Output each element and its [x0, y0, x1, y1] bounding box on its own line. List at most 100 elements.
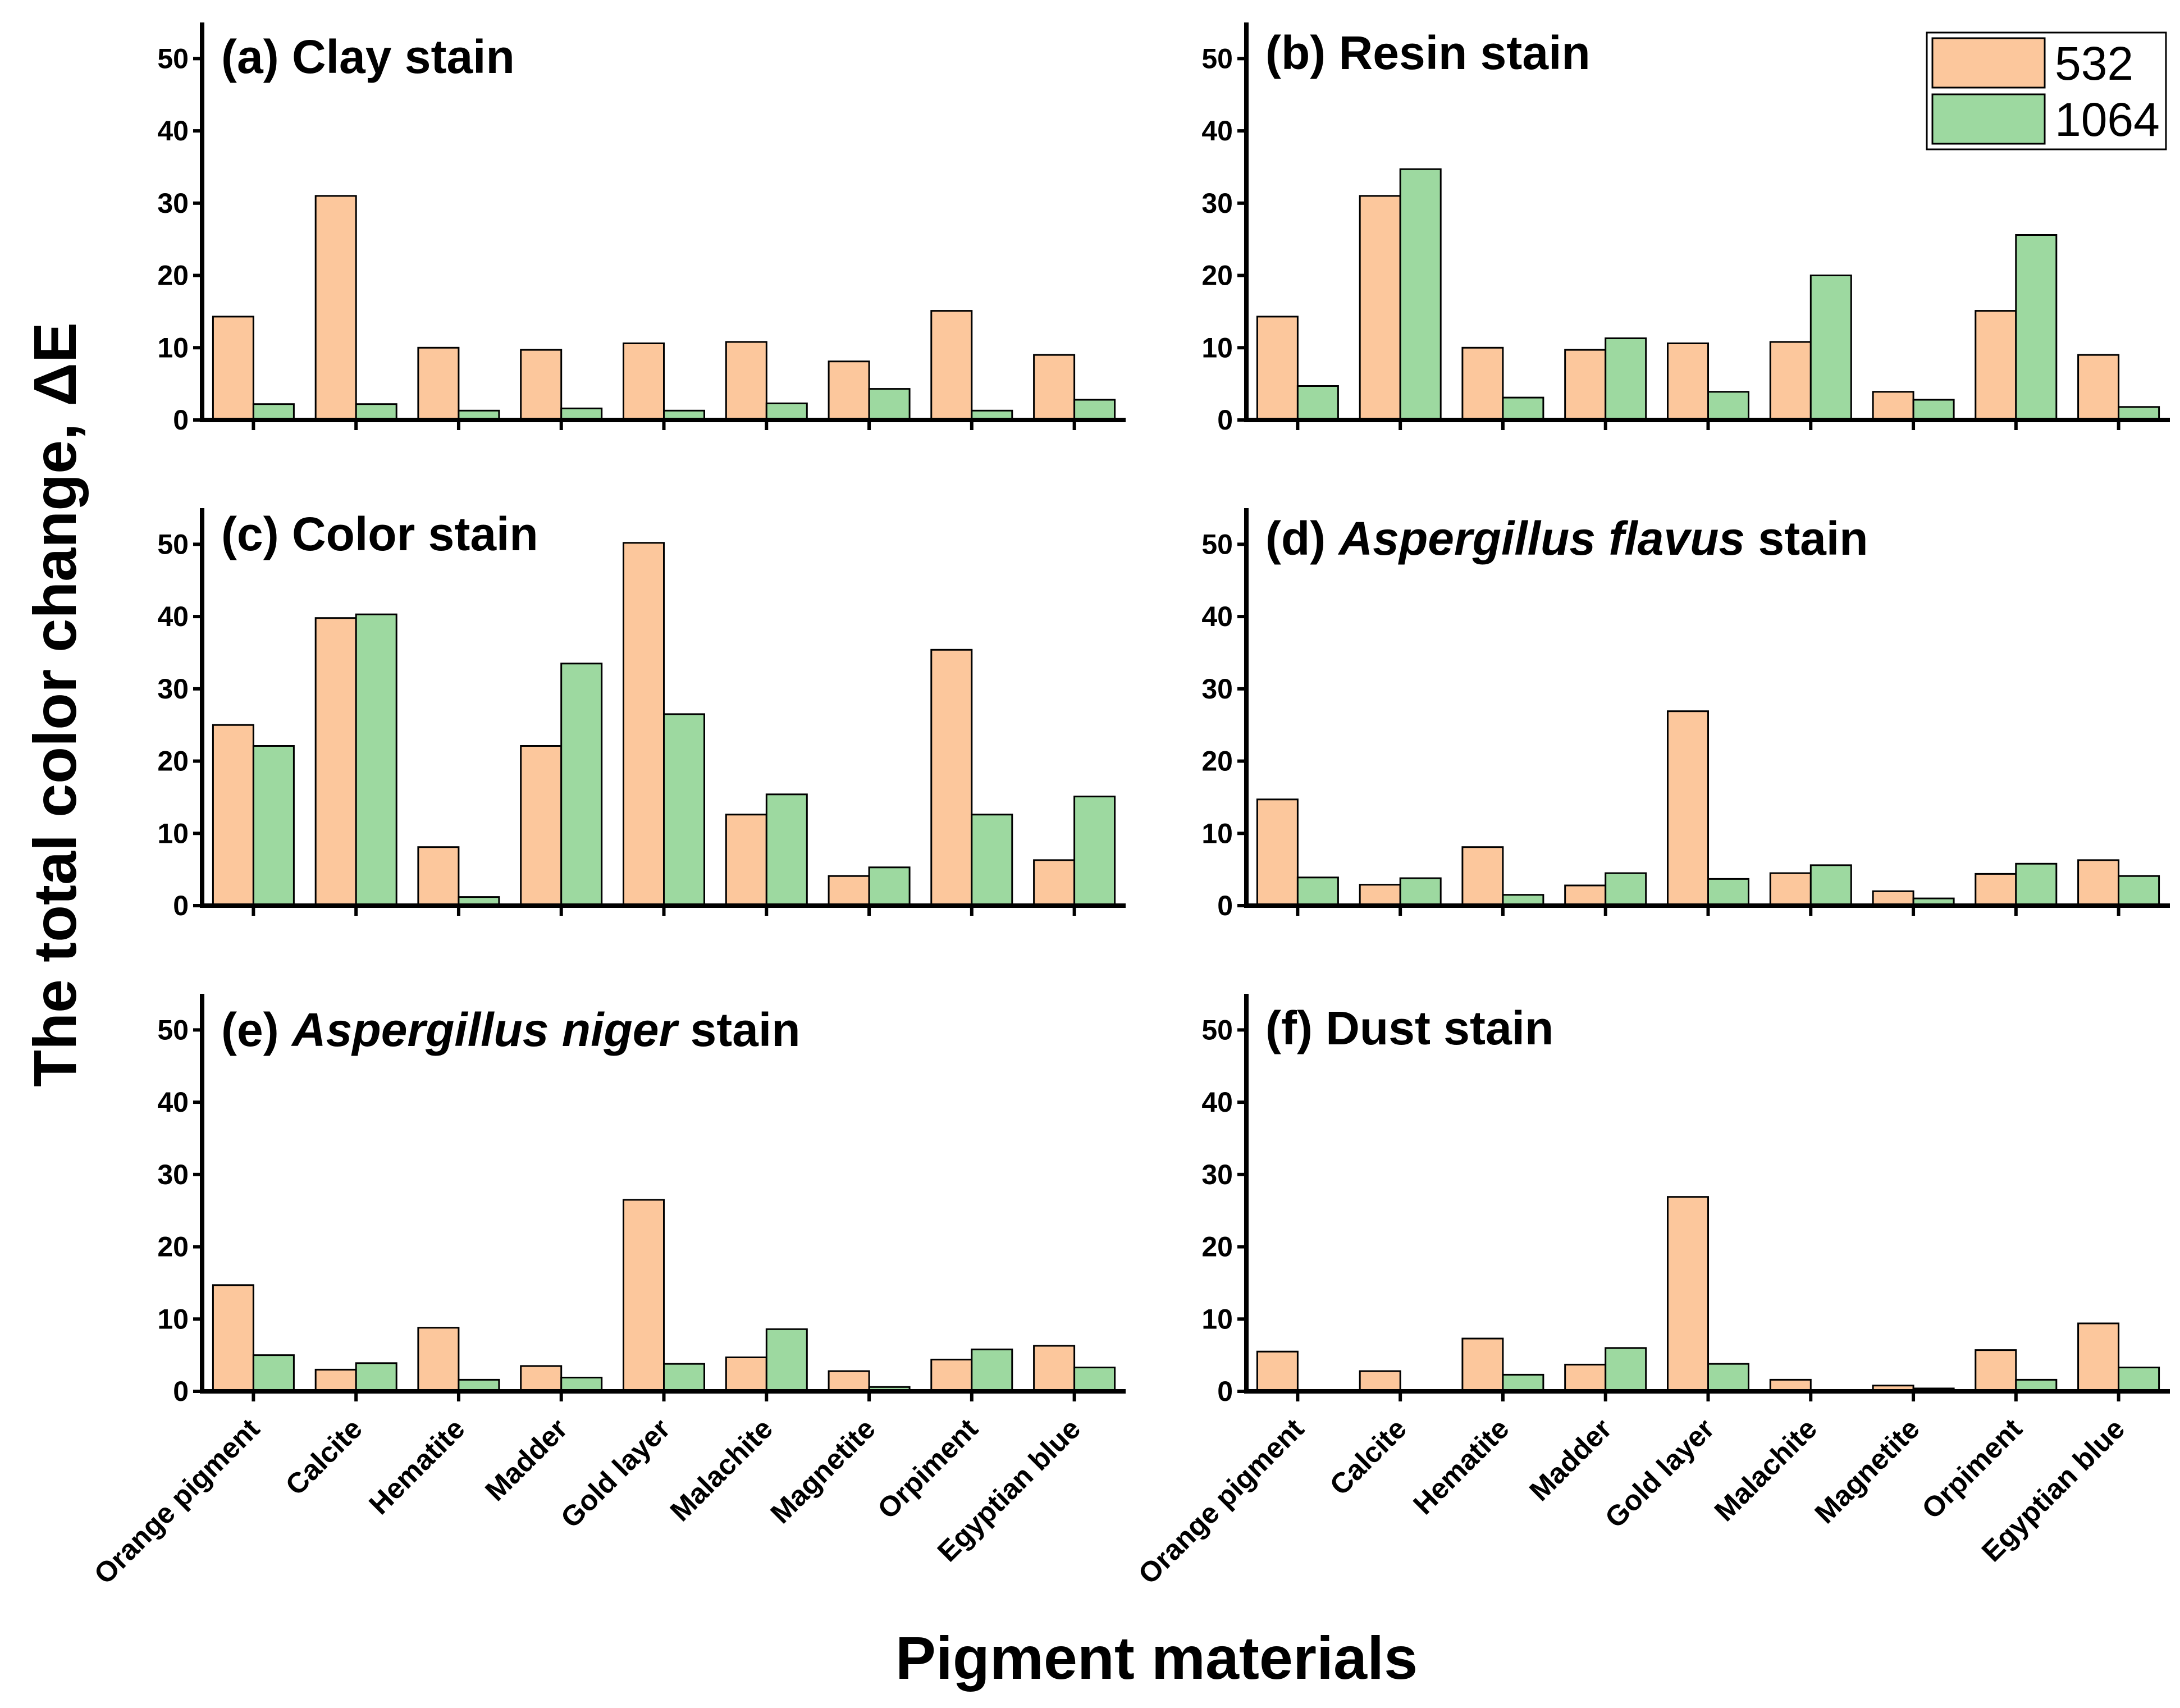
ytick-label-f-50: 50 — [1201, 1014, 1233, 1045]
bar-c-s532-7 — [930, 649, 973, 907]
bar-c-s1064-0 — [252, 745, 295, 907]
bar-b-s532-3 — [1564, 349, 1607, 421]
panel-f: 0 10 20 30 40 50 Orange pigment CalciteHematite… — [1132, 994, 2170, 1590]
ytick-label-e-30: 30 — [157, 1159, 189, 1190]
bar-d-s1064-3 — [1605, 872, 1647, 907]
xtick-label-e-1: Calcite — [279, 1412, 368, 1501]
bar-d-s532-7 — [1975, 873, 2017, 907]
bar-c-s1064-4 — [663, 713, 705, 907]
bar-e-s532-6 — [828, 1370, 870, 1392]
bar-e-s532-7 — [930, 1358, 973, 1392]
ytick-label-d-0: 0 — [1217, 890, 1233, 921]
bar-b-s1064-0 — [1296, 385, 1339, 421]
ytick-label-a-20: 20 — [157, 260, 189, 291]
xtick-label-e-0: Orange pigment — [88, 1412, 266, 1590]
bar-e-s532-8 — [1033, 1345, 1076, 1392]
bar-d-s532-5 — [1769, 872, 1812, 907]
panel-b: 0 10 20 30 40 50 (b) Resin stain — [1201, 22, 2170, 436]
bar-c-s532-0 — [212, 724, 254, 907]
bar-e-s532-5 — [725, 1357, 767, 1392]
bar-d-s1064-4 — [1707, 878, 1749, 907]
bar-d-s532-2 — [1461, 846, 1504, 907]
ytick-label-c-30: 30 — [157, 673, 189, 705]
ytick-label-d-10: 10 — [1201, 818, 1233, 849]
panel-title-d: (d) Aspergillus flavus stain — [1265, 512, 1868, 565]
bar-b-s1064-3 — [1605, 337, 1647, 421]
bar-f-s1064-2 — [1502, 1373, 1544, 1392]
bar-e-s1064-7 — [971, 1348, 1013, 1392]
bar-e-s1064-8 — [1073, 1367, 1116, 1392]
bar-e-s532-2 — [417, 1327, 460, 1392]
xtick-label-e-3: Madder — [479, 1412, 574, 1507]
bar-d-s1064-5 — [1809, 864, 1852, 907]
ytick-label-a-40: 40 — [157, 115, 189, 147]
ytick-label-a-10: 10 — [157, 332, 189, 363]
ytick-label-b-30: 30 — [1201, 188, 1233, 219]
panel-d: 0 10 20 30 40 50 (d) Aspergillus flavus stain — [1201, 508, 2170, 921]
ytick-label-d-50: 50 — [1201, 528, 1233, 560]
bar-a-s532-7 — [930, 310, 973, 421]
bar-e-s1064-0 — [252, 1354, 295, 1392]
bar-c-s1064-8 — [1073, 796, 1116, 907]
panel-title-d-part-0: (d) — [1265, 512, 1339, 565]
bar-f-s532-3 — [1564, 1363, 1607, 1392]
ytick-label-a-0: 0 — [173, 404, 189, 436]
ytick-label-b-10: 10 — [1201, 332, 1233, 363]
bar-b-s1064-7 — [2015, 234, 2058, 421]
xtick-label-e-6: Magnetite — [764, 1412, 881, 1529]
panel-a: 0 10 20 30 40 50 (a) Clay stain — [157, 22, 1126, 436]
ytick-label-e-10: 10 — [157, 1303, 189, 1335]
panel-e: 0 10 20 30 40 50 Orange pigment CalciteHematite… — [88, 994, 1126, 1590]
bar-c-s532-4 — [623, 542, 665, 907]
bar-d-s532-3 — [1564, 884, 1607, 907]
ytick-label-f-0: 0 — [1217, 1376, 1233, 1407]
panel-title-e-part-0: (e) — [221, 1003, 292, 1056]
legend-swatch-532 — [1931, 37, 2046, 89]
bar-a-s532-3 — [520, 349, 563, 421]
bar-a-s532-4 — [623, 342, 665, 421]
xtick-label-f-6: Magnetite — [1808, 1412, 1926, 1529]
ytick-label-f-10: 10 — [1201, 1303, 1233, 1335]
ytick-label-c-20: 20 — [157, 746, 189, 777]
bar-f-s532-1 — [1359, 1370, 1401, 1392]
bar-b-s1064-2 — [1502, 396, 1544, 421]
panel-title-a-part-0: (a) Clay stain — [221, 30, 515, 83]
ytick-label-a-50: 50 — [157, 43, 189, 74]
bar-e-s532-0 — [212, 1284, 254, 1392]
xtick-label-e-7: Orpiment — [871, 1412, 984, 1525]
ytick-label-e-50: 50 — [157, 1014, 189, 1045]
xtick-label-f-2: Hematite — [1407, 1412, 1515, 1520]
ytick-label-c-10: 10 — [157, 818, 189, 849]
bar-d-s532-8 — [2077, 859, 2120, 907]
ytick-label-e-20: 20 — [157, 1231, 189, 1263]
bar-f-s1064-3 — [1605, 1347, 1647, 1392]
bar-f-s532-4 — [1667, 1196, 1709, 1392]
panel-title-e: (e) Aspergillus niger stain — [221, 1003, 801, 1056]
bar-b-s1064-4 — [1707, 391, 1749, 421]
bar-c-s532-2 — [417, 846, 460, 907]
panel-title-f: (f) Dust stain — [1265, 1002, 1553, 1054]
xtick-label-e-2: Hematite — [363, 1412, 471, 1520]
xtick-label-f-0: Orange pigment — [1132, 1412, 1310, 1590]
bar-a-s1064-5 — [765, 402, 808, 421]
panel-title-d-part-2: stain — [1745, 512, 1868, 565]
bar-c-s1064-7 — [971, 814, 1013, 907]
bar-c-s1064-1 — [355, 613, 397, 907]
bar-c-s1064-5 — [765, 793, 808, 907]
bar-c-s1064-3 — [560, 663, 603, 907]
bar-e-s532-1 — [314, 1368, 357, 1392]
bar-b-s532-8 — [2077, 354, 2120, 421]
bar-a-s1064-8 — [1073, 399, 1116, 421]
xtick-label-f-5: Malachite — [1708, 1412, 1823, 1527]
bar-b-s532-0 — [1256, 316, 1299, 421]
ytick-label-d-30: 30 — [1201, 673, 1233, 705]
xtick-label-f-4: Gold layer — [1599, 1412, 1721, 1534]
ytick-label-e-40: 40 — [157, 1086, 189, 1118]
bar-c-s532-6 — [828, 875, 870, 907]
bar-b-s532-1 — [1359, 195, 1401, 421]
panel-title-e-part-2: stain — [677, 1003, 800, 1056]
bar-c-s1064-6 — [868, 866, 911, 907]
xtick-label-f-3: Madder — [1523, 1412, 1618, 1507]
